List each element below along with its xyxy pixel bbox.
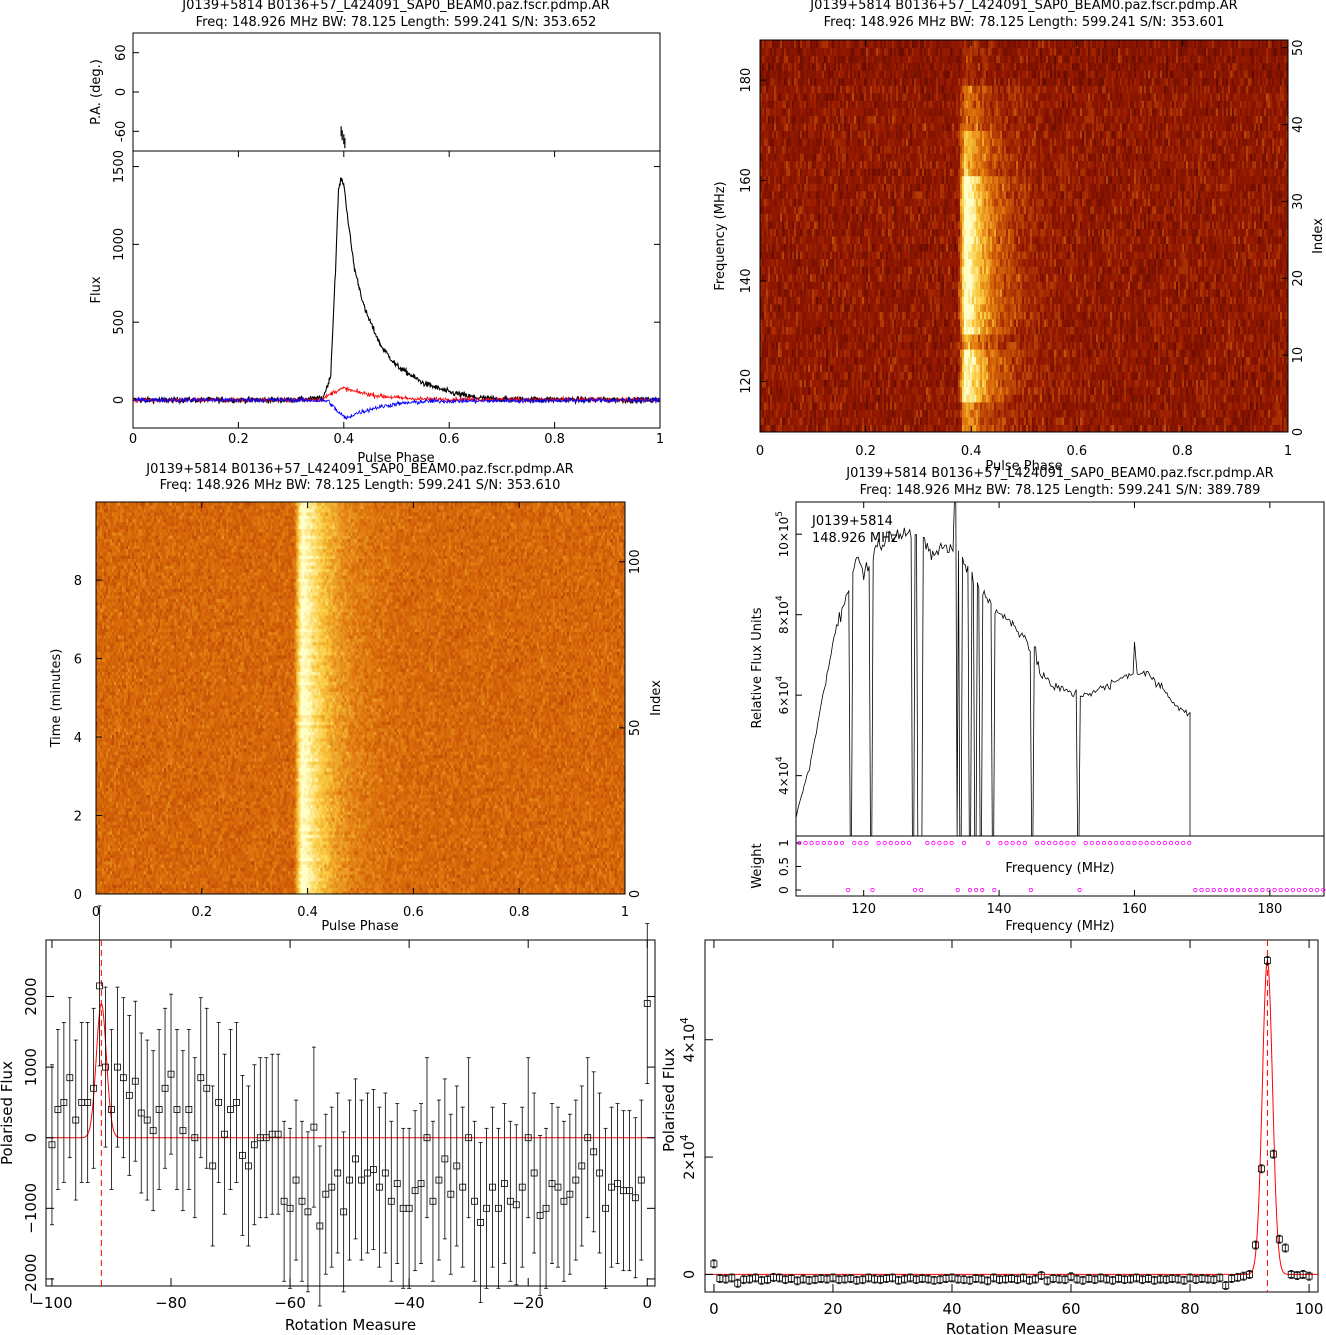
series-line-2 (133, 397, 660, 419)
y-tick-label: 1500 (112, 150, 127, 183)
series-line-0 (133, 178, 660, 404)
chart-subtitle: Freq: 148.926 MHz BW: 78.125 Length: 599… (196, 15, 597, 30)
profile-panel: J0139+5814 B0136+57_L424091_SAP0_BEAM0.p… (89, 0, 664, 466)
pa-tick-label: -60 (114, 121, 129, 142)
chart-title: J0139+5814 B0136+57_L424091_SAP0_BEAM0.p… (809, 0, 1237, 13)
x-tick-label: 0 (129, 432, 137, 447)
y-axis-label: Flux (89, 276, 104, 303)
x-tick-label: 0.8 (544, 432, 565, 447)
pa-frame (133, 33, 660, 151)
chart-subtitle: Freq: 148.926 MHz BW: 78.125 Length: 599… (824, 15, 1225, 30)
freq-phase-panel: J0139+5814 B0136+57_L424091_SAP0_BEAM0.p… (713, 0, 1326, 474)
chart-title: J0139+5814 B0136+57_L424091_SAP0_BEAM0.p… (181, 0, 609, 13)
y-tick-label: 1000 (112, 228, 127, 261)
pa-tick-label: 0 (114, 88, 129, 96)
flux-frame (133, 151, 660, 428)
x-tick-label: 1 (656, 432, 664, 447)
pa-axis-label: P.A. (deg.) (89, 59, 104, 125)
x-tick-label: 0.2 (228, 432, 249, 447)
pa-tick-label: 60 (114, 44, 129, 61)
x-tick-label: 0.4 (333, 432, 354, 447)
y-tick-label: 0 (112, 396, 127, 404)
x-tick-label: 0.6 (439, 432, 460, 447)
y-tick-label: 500 (112, 310, 127, 335)
